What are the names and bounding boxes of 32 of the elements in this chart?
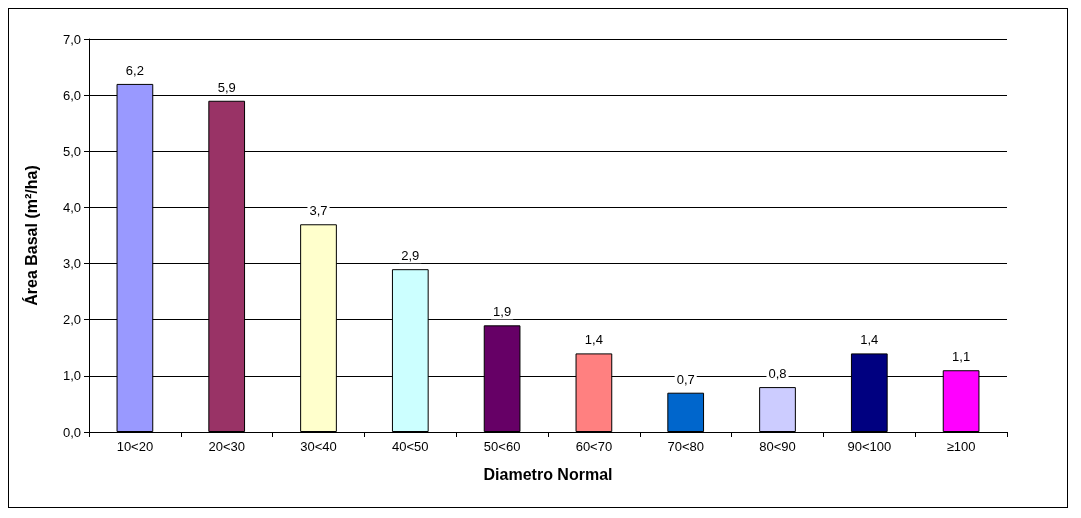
data-label: 0,8 (768, 366, 787, 382)
data-label: 0,7 (676, 371, 695, 387)
x-tick-label: 40<50 (392, 439, 429, 454)
y-tick-label: 5,0 (62, 143, 81, 159)
data-label: 1,1 (952, 349, 971, 365)
data-label: 5,9 (217, 79, 236, 95)
y-tick-label: 7,0 (62, 31, 81, 47)
bar (759, 387, 796, 432)
data-label: 1,9 (493, 304, 512, 320)
x-tick-label: 30<40 (300, 439, 337, 454)
bar (667, 392, 705, 432)
x-axis-title: Diametro Normal (483, 465, 613, 483)
y-tick-label: 1,0 (62, 368, 81, 384)
x-tick-label: 90<100 (847, 439, 892, 454)
x-tick-label: 80<90 (759, 439, 796, 454)
x-tick-label: ≥100 (946, 439, 976, 454)
y-tick-label: 6,0 (62, 87, 81, 103)
x-tick-label: 70<80 (667, 439, 704, 454)
data-label: 3,7 (309, 203, 328, 219)
data-label: 6,2 (125, 62, 144, 78)
y-tick-label: 0,0 (62, 424, 81, 440)
y-tick-label: 2,0 (62, 312, 81, 328)
x-tick-label: 20<30 (208, 439, 245, 454)
x-tick-label: 60<70 (575, 439, 613, 454)
data-label: 2,9 (401, 248, 420, 264)
x-tick-label: 50<60 (483, 439, 521, 454)
y-axis-title: Área Basal (m²/ha) (21, 165, 40, 306)
y-tick-label: 3,0 (62, 256, 81, 272)
data-label: 1,4 (584, 332, 603, 348)
y-tick-label: 4,0 (62, 199, 81, 215)
data-label: 1,4 (860, 332, 879, 348)
x-tick-label: 10<20 (116, 439, 154, 454)
